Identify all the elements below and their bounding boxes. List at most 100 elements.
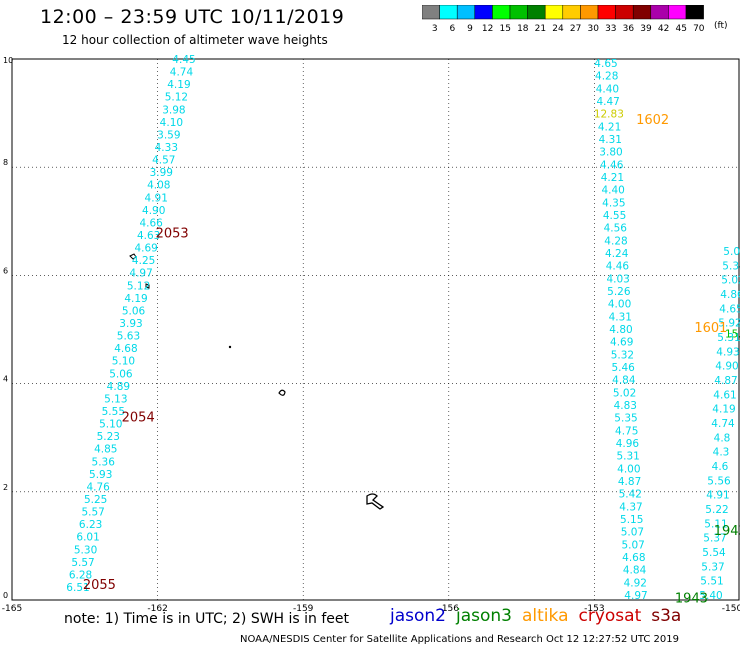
swh-value: 5.54 <box>702 547 726 559</box>
swh-value: 4.84 <box>612 375 636 387</box>
swh-value: 4.00 <box>617 463 640 475</box>
swh-value: 4.63 <box>137 230 160 242</box>
swh-value: 4.91 <box>145 192 168 204</box>
swh-value: 4.21 <box>598 121 621 133</box>
swh-value: 4.87 <box>618 476 641 488</box>
swh-value: 12.83 <box>594 109 624 121</box>
pass-time-label: 1602 <box>636 113 669 128</box>
swh-value: 5.93 <box>89 469 112 481</box>
swh-value: 3.59 <box>157 129 180 141</box>
map-title: 12:00 – 23:59 UTC 10/11/2019 <box>40 6 345 28</box>
island-atoll <box>366 493 385 510</box>
swh-value: 5.36 <box>92 456 116 468</box>
lat-tick-label: 4 <box>3 375 8 384</box>
swh-value: 5.12 <box>165 92 188 104</box>
credit-line: NOAA/NESDIS Center for Satellite Applica… <box>240 634 679 645</box>
swh-value: 5.56 <box>707 475 731 487</box>
swh-value: 5.51 <box>700 576 723 588</box>
swh-value: 4.90 <box>142 205 165 217</box>
swh-value: 4.92 <box>624 577 647 589</box>
swh-value: 5.05 <box>723 246 740 258</box>
lat-tick-label: 2 <box>3 483 8 492</box>
swh-value: 3.98 <box>162 104 185 116</box>
swh-value: 4.57 <box>152 155 175 167</box>
swh-value: 4.55 <box>603 210 626 222</box>
swh-value: 4.74 <box>711 418 735 430</box>
swh-value: 4.31 <box>599 134 622 146</box>
swh-value: 4.97 <box>129 268 152 280</box>
swh-value: 4.08 <box>147 180 170 192</box>
colorbar-label: 30 <box>587 24 599 34</box>
swh-value: 5.32 <box>611 349 634 361</box>
swh-value: 5.46 <box>611 362 635 374</box>
colorbar-label: 9 <box>467 24 473 34</box>
colorbar-label: 24 <box>552 24 564 34</box>
swh-value: 4.19 <box>712 404 735 416</box>
pass-time-label: 1943 <box>675 592 708 607</box>
swh-value: 4.6 <box>712 461 729 473</box>
swh-value: 5.15 <box>620 514 643 526</box>
swh-value: 4.45 <box>172 54 195 66</box>
lon-tick-label: -153 <box>584 604 604 614</box>
swh-value: 4.68 <box>114 343 137 355</box>
swh-value: 4.40 <box>596 83 619 95</box>
swh-value: 4.65 <box>594 58 617 70</box>
colorbar-label: 6 <box>450 24 456 34</box>
swh-value: 4.65 <box>719 303 740 315</box>
swh-value: 4.28 <box>604 235 627 247</box>
swh-value: 4.69 <box>610 337 633 349</box>
lat-tick-label: 8 <box>3 158 8 167</box>
swh-value: 4.40 <box>601 185 624 197</box>
swh-value: 3.80 <box>599 147 622 159</box>
swh-value: 4.69 <box>134 243 157 255</box>
swh-value: 4.46 <box>606 261 630 273</box>
swh-value: 4.84 <box>623 565 647 577</box>
swh-value: 5.07 <box>621 539 644 551</box>
swh-value: 5.25 <box>84 494 107 506</box>
lat-tick-label: 6 <box>3 266 8 275</box>
colorbar-label: 21 <box>535 24 546 34</box>
swh-value: 5.37 <box>701 561 724 573</box>
swh-value: 4.83 <box>614 400 637 412</box>
swh-value: 4.28 <box>595 71 618 83</box>
swh-value: 5.11 <box>704 518 727 530</box>
satellite-cryosat: cryosat <box>578 606 642 626</box>
swh-value: 4.25 <box>132 255 155 267</box>
swh-value: 5.34 <box>722 260 740 272</box>
swh-value: 5.10 <box>112 356 135 368</box>
pass-time-label: 2053 <box>156 227 189 242</box>
island <box>129 253 137 260</box>
pass-time-label: 2055 <box>83 578 116 593</box>
swh-value: 5.10 <box>99 419 122 431</box>
island <box>145 283 150 289</box>
footer-note: note: 1) Time is in UTC; 2) SWH is in fe… <box>64 611 350 627</box>
swh-value: 5.40 <box>699 590 722 602</box>
swh-value: 3.93 <box>119 318 142 330</box>
swh-value: 5.35 <box>614 413 637 425</box>
pass-time-label: 1601 <box>694 321 727 336</box>
satellite-s3a: s3a <box>651 606 682 626</box>
swh-value: 5.57 <box>71 557 94 569</box>
colorbar-label: 39 <box>640 24 652 34</box>
swh-value: 4.33 <box>155 142 178 154</box>
colorbar-label: 45 <box>675 24 686 34</box>
swh-value: 4.56 <box>604 223 628 235</box>
swh-value: 5.06 <box>109 368 133 380</box>
colorbar-label: 12 <box>482 24 493 34</box>
swh-value: 4.85 <box>94 444 117 456</box>
island <box>278 389 286 396</box>
swh-value: 4.97 <box>624 590 647 602</box>
swh-value: 5.13 <box>104 393 127 405</box>
swh-value: 4.96 <box>616 438 640 450</box>
swh-value: 4.19 <box>167 79 190 91</box>
swh-value: 4.3 <box>713 447 730 459</box>
swh-value: 5.12 <box>127 280 150 292</box>
map-frame <box>11 58 740 601</box>
lon-tick-label: -165 <box>2 604 22 614</box>
legend-unit: (ft) <box>714 21 728 31</box>
swh-value: 4.91 <box>706 490 729 502</box>
swh-value: 5.63 <box>117 331 140 343</box>
colorbar-label: 70 <box>693 24 705 34</box>
colorbar-bin <box>685 5 704 20</box>
swh-value: 6.01 <box>76 532 99 544</box>
